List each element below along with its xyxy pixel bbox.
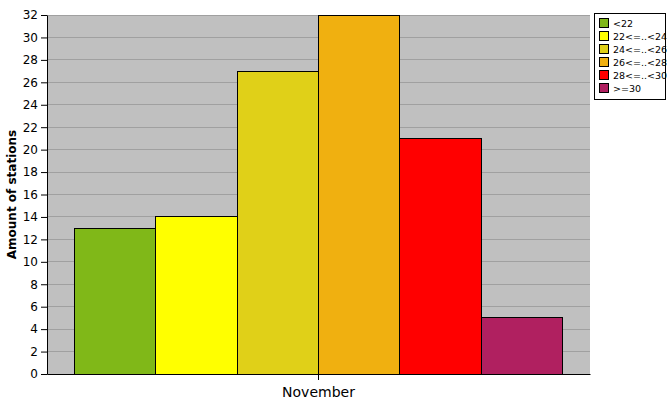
bar — [400, 138, 481, 374]
y-tick: 30 — [23, 31, 47, 45]
y-tick: 8 — [30, 278, 47, 292]
y-tick-mark — [41, 262, 47, 263]
legend-label: 22<=..<24 — [613, 31, 667, 42]
bars — [74, 15, 563, 374]
y-tick: 6 — [30, 300, 47, 314]
y-tick: 20 — [23, 143, 47, 157]
y-tick: 4 — [30, 322, 47, 336]
legend: <22 22<=..<24 24<=..<26 26<=..<28 28<=..<30 >… — [594, 13, 667, 99]
y-tick-mark — [41, 150, 47, 151]
legend-label: 26<=..<28 — [613, 57, 667, 68]
y-tick: 24 — [23, 98, 47, 112]
y-tick-label: 16 — [23, 188, 38, 202]
y-tick-mark — [41, 284, 47, 285]
y-tick-mark — [41, 60, 47, 61]
y-tick-label: 22 — [23, 121, 38, 135]
y-tick-mark — [41, 37, 47, 38]
y-tick-label: 30 — [23, 31, 38, 45]
y-tick-mark — [41, 82, 47, 83]
x-tick: November — [282, 374, 355, 400]
legend-swatch — [599, 83, 608, 92]
y-tick-label: 24 — [23, 98, 38, 112]
y-tick: 0 — [30, 367, 47, 381]
y-tick-label: 0 — [30, 367, 38, 381]
y-tick-mark — [41, 195, 47, 196]
y-tick-label: 28 — [23, 53, 38, 67]
y-tick-label: 12 — [23, 233, 38, 247]
y-tick-mark — [41, 239, 47, 240]
y-tick-label: 32 — [23, 8, 38, 22]
y-tick: 22 — [23, 121, 47, 135]
y-tick-label: 18 — [23, 165, 38, 179]
y-tick-mark — [41, 307, 47, 308]
y-tick: 32 — [23, 8, 47, 22]
y-tick: 26 — [23, 76, 47, 90]
legend-label: 28<=..<30 — [613, 70, 667, 81]
bar — [237, 71, 318, 374]
y-tick: 14 — [23, 210, 47, 224]
y-tick-label: 14 — [23, 210, 38, 224]
y-tick-label: 10 — [23, 255, 38, 269]
y-tick: 16 — [23, 188, 47, 202]
y-tick: 12 — [23, 233, 47, 247]
y-tick-label: 6 — [30, 300, 38, 314]
legend-swatch — [599, 31, 608, 40]
bar — [74, 228, 155, 374]
y-tick-label: 20 — [23, 143, 38, 157]
bar — [319, 15, 400, 374]
x-axis: November — [48, 374, 591, 400]
y-tick: 28 — [23, 53, 47, 67]
y-tick: 10 — [23, 255, 47, 269]
y-tick-mark — [41, 105, 47, 106]
legend-swatch — [599, 70, 608, 79]
x-tick-mark — [318, 374, 319, 380]
grid — [47, 15, 590, 374]
plot: 02468101214161820222426283032November — [23, 8, 591, 400]
y-axis: 02468101214161820222426283032 — [23, 8, 48, 381]
legend-swatch — [599, 57, 608, 66]
y-tick-mark — [41, 127, 47, 128]
legend-label: <22 — [613, 18, 633, 29]
y-axis-title: Amount of stations — [5, 130, 19, 259]
y-tick-label: 26 — [23, 76, 38, 90]
y-axis-line — [47, 16, 48, 375]
y-tick-mark — [41, 15, 47, 16]
y-tick-label: 8 — [30, 278, 38, 292]
legend-swatch — [599, 18, 608, 27]
y-tick-label: 4 — [30, 322, 38, 336]
y-tick: 2 — [30, 345, 47, 359]
plot-background — [47, 15, 590, 374]
y-tick-mark — [41, 374, 47, 375]
y-tick-mark — [41, 172, 47, 173]
y-tick-label: 2 — [30, 345, 38, 359]
legend-label: >=30 — [613, 83, 641, 94]
bar — [156, 217, 237, 374]
y-tick-mark — [41, 329, 47, 330]
bar — [481, 318, 562, 374]
y-tick-mark — [41, 352, 47, 353]
y-tick: 18 — [23, 165, 47, 179]
x-tick-label: November — [282, 384, 355, 400]
legend-label: 24<=..<26 — [613, 44, 667, 55]
chart: 02468101214161820222426283032NovemberAmo… — [0, 0, 667, 415]
y-tick-mark — [41, 217, 47, 218]
legend-swatch — [599, 44, 608, 53]
